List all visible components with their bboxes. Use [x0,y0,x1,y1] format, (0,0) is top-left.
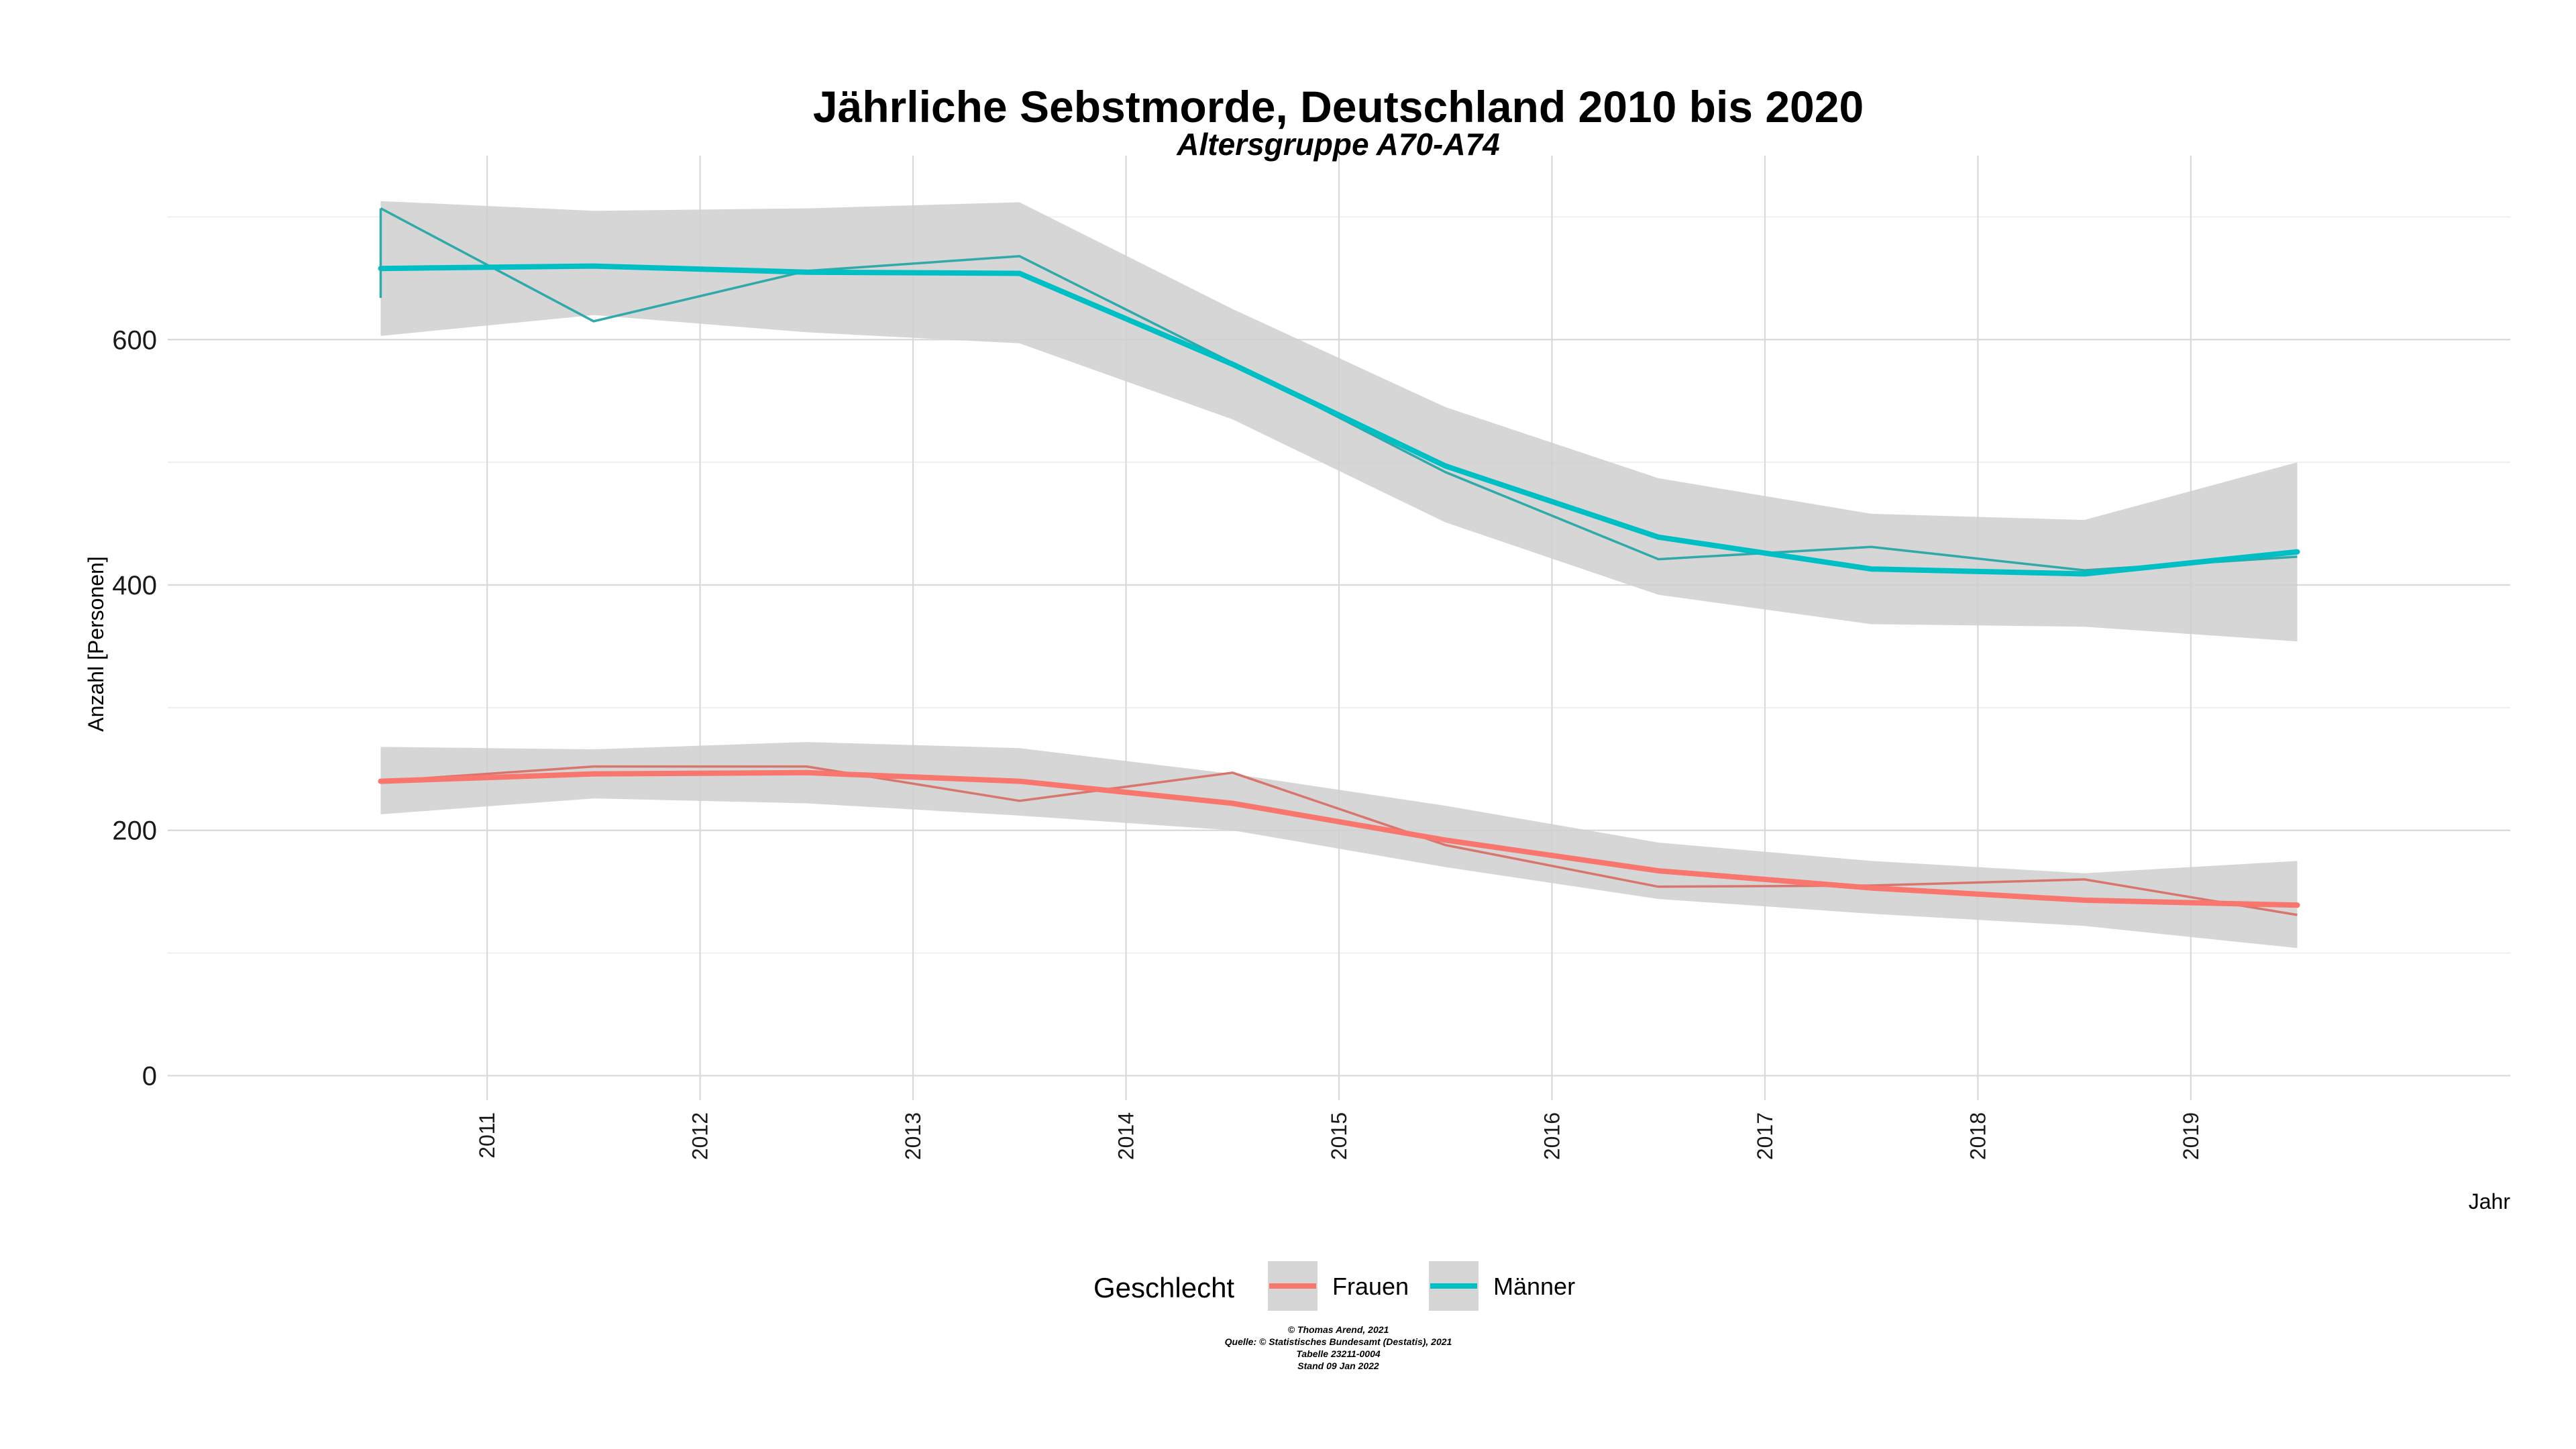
x-tick-label: 2013 [901,1112,925,1160]
series-line-raw [380,765,2298,916]
caption-date: Stand 09 Jan 2022 [1297,1360,1379,1371]
series-line-trend [378,263,2300,577]
caption-source: Quelle: © Statistisches Bundesamt (Desta… [1225,1336,1452,1347]
x-tick-label: 2012 [688,1112,712,1160]
legend-label-frauen: Frauen [1332,1273,1409,1300]
x-axis-label: Jahr [2469,1189,2511,1214]
caption-table: Tabelle 23211-0004 [1296,1348,1381,1359]
x-tick-label: 2011 [475,1112,499,1159]
caption-copyright: © Thomas Arend, 2021 [1288,1324,1389,1335]
x-tick-label: 2017 [1753,1112,1777,1160]
legend-title: Geschlecht [1093,1272,1234,1303]
chart-title: Jährliche Sebstmorde, Deutschland 2010 b… [813,82,1864,131]
legend-item-frauen: Frauen [1268,1261,1409,1311]
y-tick-label: 200 [112,816,157,846]
chart-subtitle: Altersgruppe A70-A74 [1176,127,1499,162]
series-lines [378,207,2300,916]
legend-label-maenner: Männer [1493,1273,1575,1300]
confidence-bands [380,201,2298,949]
x-tick-label: 2016 [1540,1112,1564,1160]
legend-item-maenner: Männer [1429,1261,1575,1311]
y-axis-ticks: 0 200 400 600 [112,325,157,1091]
confidence-band [380,742,2298,949]
y-tick-label: 0 [142,1061,157,1091]
x-tick-label: 2014 [1114,1112,1138,1160]
x-tick-label: 2015 [1327,1112,1351,1160]
y-tick-label: 400 [112,571,157,600]
legend: Geschlecht Frauen Männer [1093,1261,1575,1311]
confidence-band [380,201,2298,642]
x-tick-label: 2018 [1966,1112,1990,1160]
y-axis-label: Anzahl [Personen] [84,556,108,732]
series-line-trend [378,769,2300,908]
caption: © Thomas Arend, 2021 Quelle: © Statistis… [1225,1324,1452,1371]
y-tick-label: 600 [112,325,157,355]
x-axis-ticks: 2011 2012 2013 2014 2015 2016 2017 2018 2019 [475,1112,2203,1160]
x-tick-label: 2019 [2179,1112,2203,1160]
